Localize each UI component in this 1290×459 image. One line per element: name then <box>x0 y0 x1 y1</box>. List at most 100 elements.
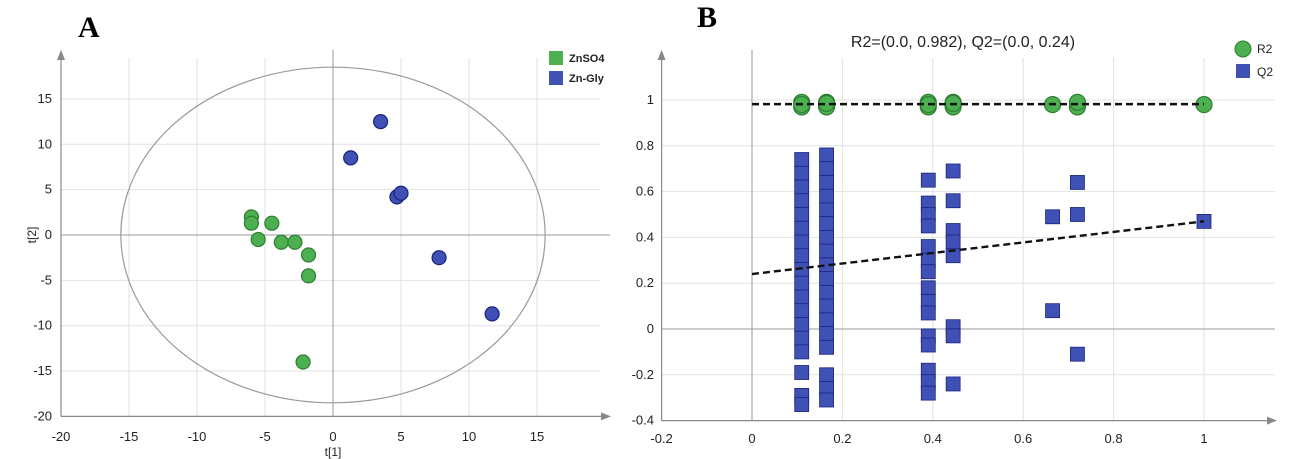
point-q2 <box>819 298 834 314</box>
x-tick-label-b: 0.6 <box>1014 431 1032 446</box>
point-q2 <box>920 172 936 188</box>
y-tick-label-b: 0 <box>647 321 654 336</box>
point-q2 <box>794 275 810 291</box>
regression-lines-b <box>751 102 1205 276</box>
y-tick-label-b: 0.4 <box>636 229 654 244</box>
point-q2 <box>1070 207 1085 222</box>
point-q2 <box>819 367 834 383</box>
point-znso4 <box>295 354 311 370</box>
point-zn-gly <box>373 114 389 130</box>
point-q2 <box>945 193 961 209</box>
y-tick-label-a: 15 <box>38 91 52 106</box>
point-q2 <box>819 202 834 218</box>
y-tick-label-b: 1 <box>647 92 654 107</box>
point-q2 <box>819 284 834 300</box>
point-q2 <box>819 147 834 163</box>
point-q2 <box>794 303 810 319</box>
point-q2 <box>794 234 810 250</box>
point-znso4 <box>243 215 259 231</box>
point-q2 <box>794 289 810 305</box>
legend-swatch-znso4 <box>549 51 563 65</box>
point-q2 <box>819 243 834 259</box>
x-tick-label-a: -5 <box>259 429 271 444</box>
point-q2 <box>794 193 810 209</box>
point-q2 <box>794 207 810 222</box>
y-tick-label-a: -15 <box>33 363 52 378</box>
point-q2 <box>794 397 810 412</box>
point-znso4 <box>264 215 280 231</box>
legend-label-q2: Q2 <box>1257 65 1273 79</box>
point-q2 <box>819 175 834 190</box>
point-q2 <box>794 179 810 195</box>
score-plot-a: -20 -15 -10 -5 0 5 10 15 -20 -15 -10 -5 0 5 10 15 t[1]… <box>25 50 611 459</box>
legend-label-r2: R2 <box>1257 42 1273 56</box>
x-tick-label-a: 5 <box>397 429 404 444</box>
y-axis-arrow-b <box>657 50 666 60</box>
point-q2 <box>819 339 834 355</box>
point-q2 <box>945 376 961 392</box>
point-zn-gly <box>484 306 500 322</box>
point-q2 <box>1045 209 1060 225</box>
point-q2 <box>819 161 834 177</box>
point-q2 <box>794 317 810 332</box>
x-tick-label-b: 0.2 <box>833 431 851 446</box>
y-axis-label-a: t[2] <box>25 227 39 244</box>
point-q2 <box>819 188 834 204</box>
y-axis-arrow-a <box>57 50 65 60</box>
grid-b <box>661 58 1275 421</box>
permutation-plot-b: R2=(0.0, 0.982), Q2=(0.0, 0.24) -0.2 0 0.2… <box>632 34 1277 446</box>
x-tick-label-a: -15 <box>120 429 139 444</box>
x-tick-label-a: 15 <box>530 429 544 444</box>
x-axis-arrow-a <box>601 412 611 421</box>
point-q2 <box>794 248 810 264</box>
y-tick-label-a: 10 <box>38 136 52 151</box>
point-q2 <box>819 271 834 287</box>
point-q2 <box>920 239 936 254</box>
legend-label-zn-gly: Zn-Gly <box>569 73 605 85</box>
point-zn-gly <box>343 150 359 166</box>
point-q2 <box>794 165 810 181</box>
point-q2 <box>945 234 961 250</box>
y-tick-labels-b: -0.4 -0.2 0 0.2 0.4 0.6 0.8 1 <box>632 92 654 428</box>
y-tick-label-a: 0 <box>45 227 52 242</box>
y-tick-labels-a: -20 -15 -10 -5 0 5 10 15 <box>33 91 52 423</box>
point-q2 <box>1045 303 1060 319</box>
point-znso4 <box>250 231 266 248</box>
point-znso4 <box>273 234 289 250</box>
x-tick-label-b: 0 <box>748 431 755 446</box>
x-tick-label-a: -20 <box>52 429 71 444</box>
point-zn-gly <box>431 250 447 266</box>
chart-title-b: R2=(0.0, 0.982), Q2=(0.0, 0.24) <box>851 34 1075 51</box>
y-tick-label-b: 0.8 <box>636 138 654 153</box>
point-znso4 <box>300 268 317 284</box>
point-q2 <box>1070 175 1085 190</box>
legend-marker-q2 <box>1236 64 1250 78</box>
point-q2 <box>1070 346 1085 362</box>
hotelling-ellipse <box>120 66 546 404</box>
x-tick-label-a: 0 <box>329 429 336 444</box>
point-q2 <box>819 326 834 341</box>
point-zn-gly <box>393 185 409 201</box>
regression-line-q2 <box>751 220 1205 276</box>
x-axis-arrow-b <box>1267 416 1277 425</box>
point-q2 <box>819 216 834 232</box>
point-q2 <box>945 248 961 264</box>
y-tick-label-b: 0.6 <box>636 184 654 199</box>
points-b <box>793 93 1213 412</box>
point-q2 <box>920 218 936 234</box>
x-axis-label-a: t[1] <box>325 445 342 459</box>
point-znso4 <box>287 234 303 250</box>
y-tick-label-a: -10 <box>33 318 52 333</box>
point-r2 <box>1068 93 1087 111</box>
axes-b <box>657 50 1277 425</box>
point-q2 <box>794 220 810 236</box>
y-tick-label-a: -20 <box>33 408 52 423</box>
x-tick-label-b: 1 <box>1200 431 1207 446</box>
legend-swatch-zn-gly <box>549 71 563 85</box>
point-q2 <box>920 264 936 280</box>
point-q2 <box>945 163 961 179</box>
x-tick-labels-b: -0.2 0 0.2 0.4 0.6 0.8 1 <box>650 431 1207 446</box>
point-q2 <box>920 280 936 296</box>
x-tick-label-a: 10 <box>462 429 476 444</box>
